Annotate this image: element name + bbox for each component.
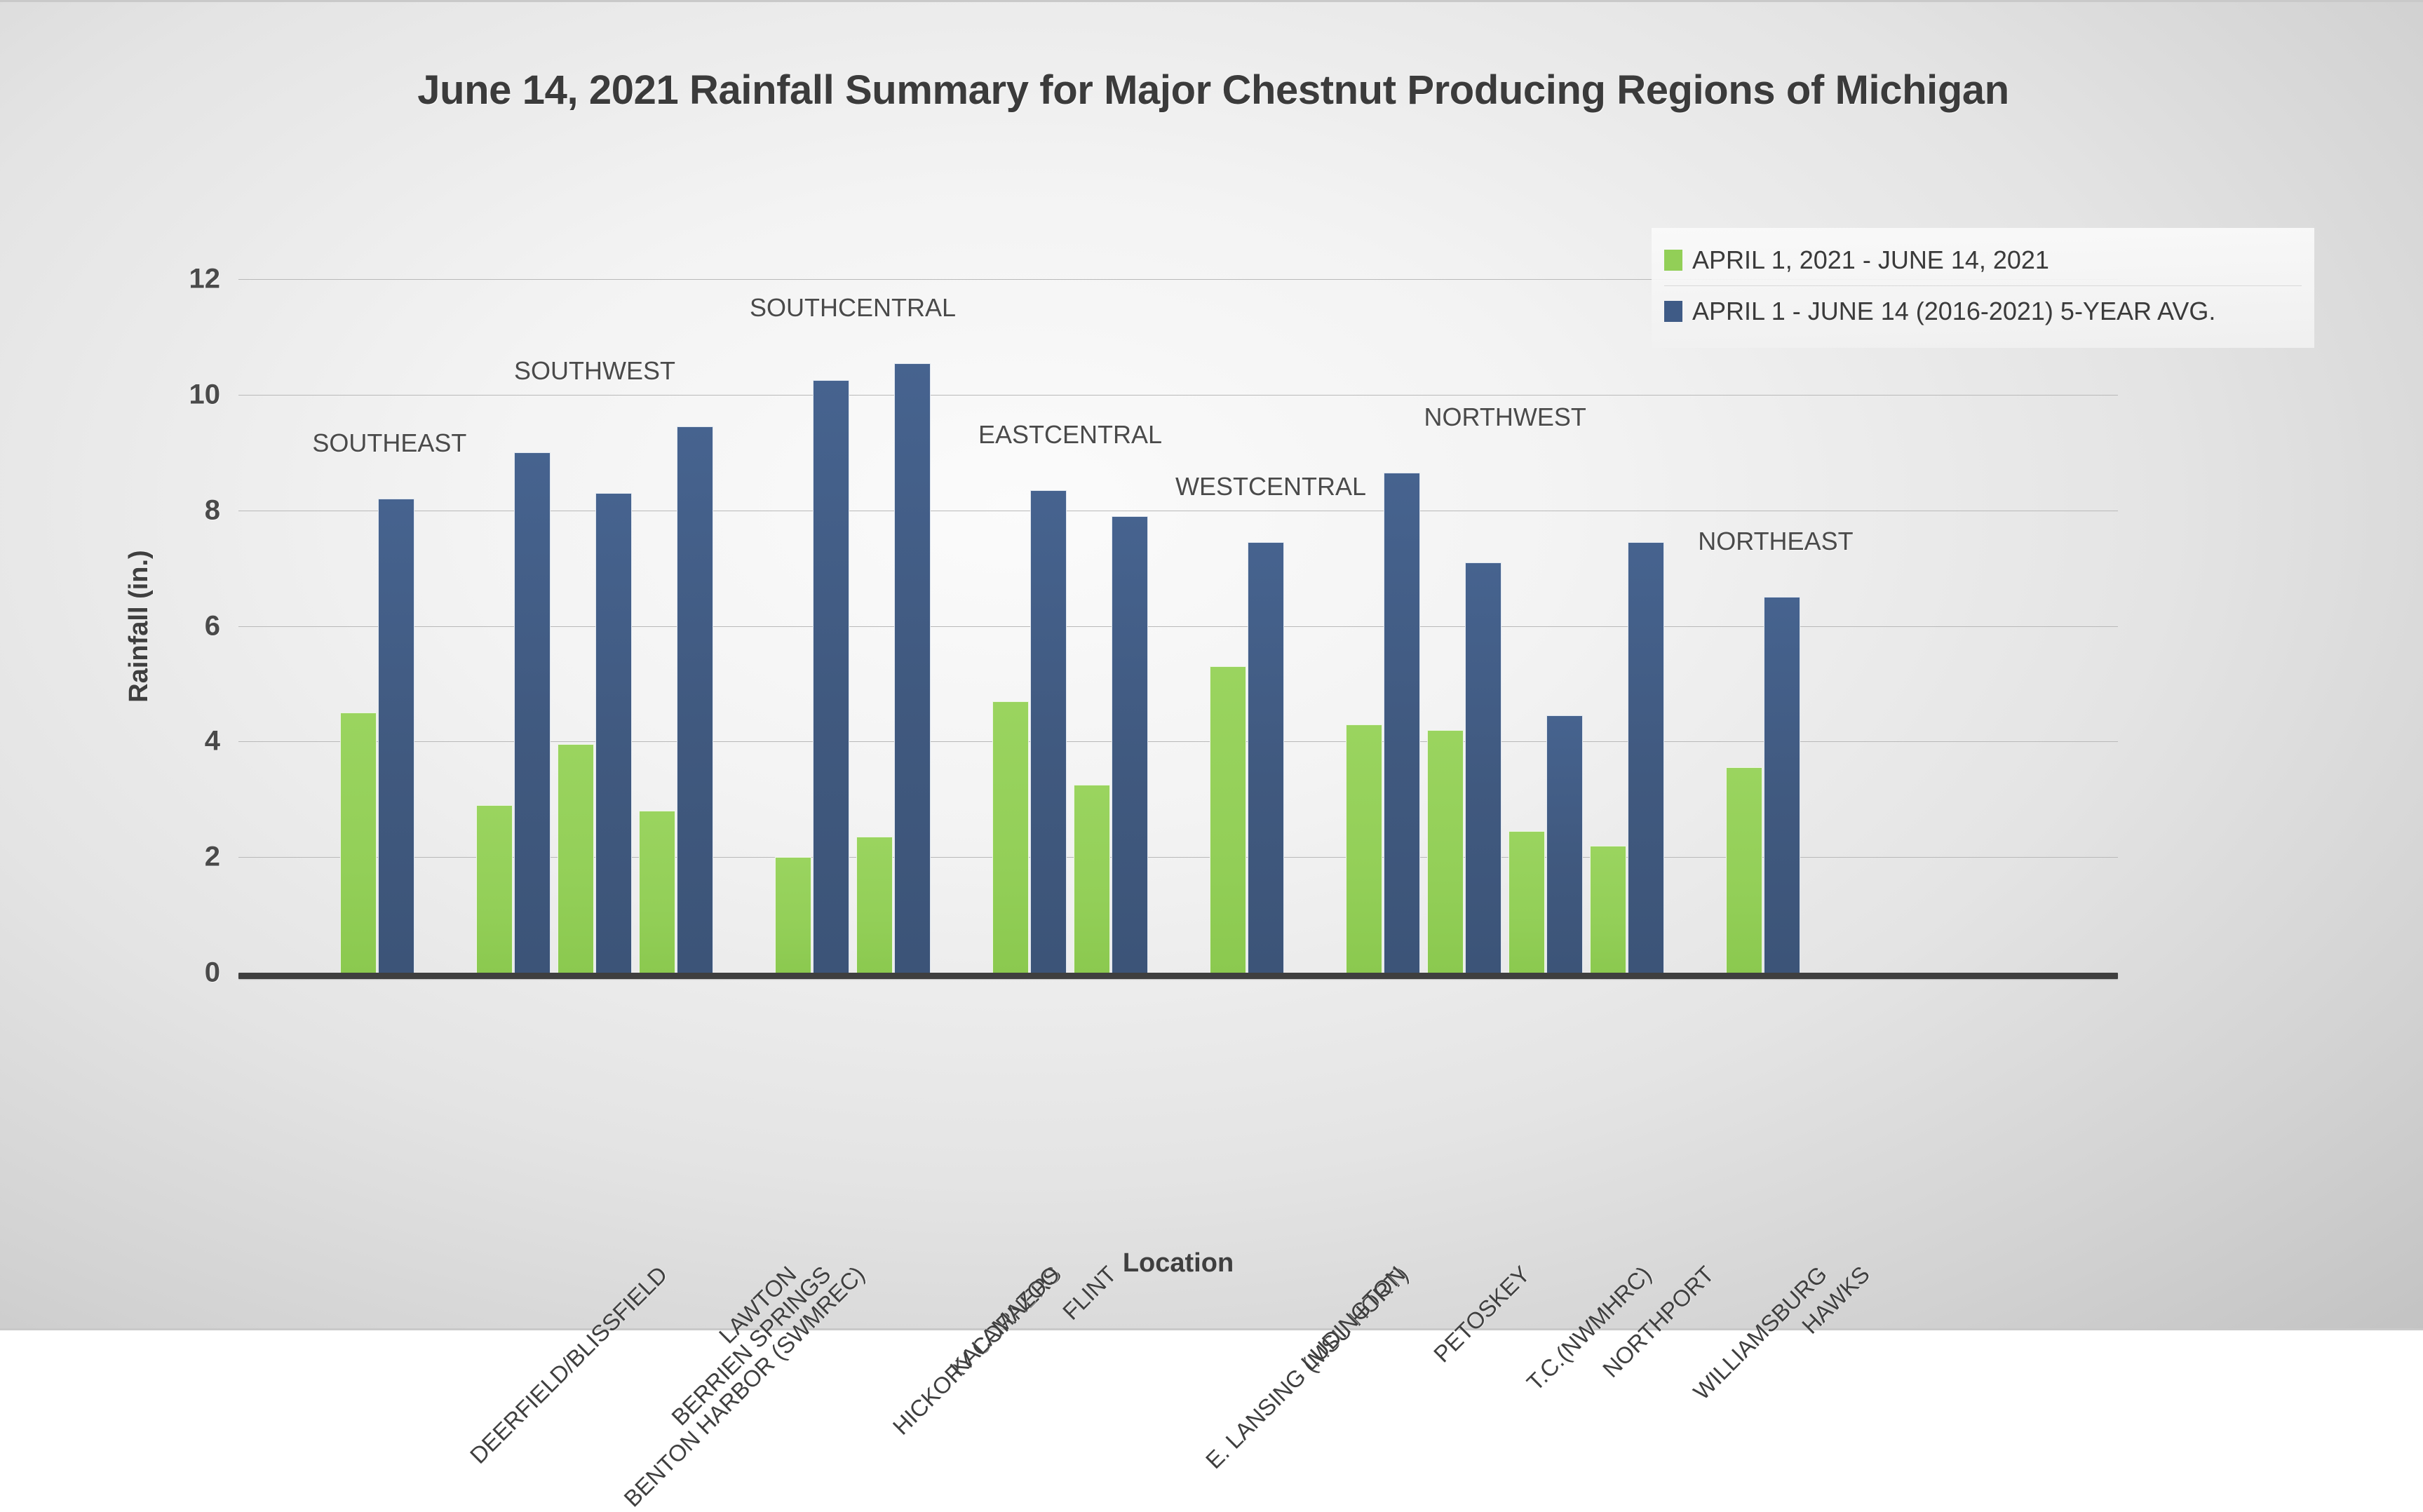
legend-label-average: APRIL 1 - JUNE 14 (2016-2021) 5-YEAR AVG… <box>1692 297 2216 325</box>
y-tick-label-12: 12 <box>189 263 221 295</box>
bar-average[interactable] <box>595 492 632 973</box>
legend-divider <box>1664 285 2302 286</box>
region-label-southwest: SOUTHWEST <box>514 356 675 386</box>
bar-recent[interactable] <box>775 857 811 973</box>
plot-area: Rainfall (in.) 0 2 4 6 8 10 12 DEERFIELD/BLISS… <box>124 264 2118 1512</box>
bar-average[interactable] <box>514 452 551 973</box>
region-label-eastcentral: EASTCENTRAL <box>978 419 1163 449</box>
bar-recent[interactable] <box>476 805 513 973</box>
bar-average[interactable] <box>1465 562 1501 973</box>
bar-average[interactable] <box>1248 542 1284 973</box>
y-tick-label-0: 0 <box>204 957 220 988</box>
bar-average[interactable] <box>1030 490 1067 973</box>
bar-average[interactable] <box>894 363 931 973</box>
chart-legend: APRIL 1, 2021 - JUNE 14, 2021 APRIL 1 - … <box>1652 228 2314 348</box>
bar-recent[interactable] <box>1210 666 1246 973</box>
gridline-2 <box>238 857 2118 858</box>
legend-swatch-average-icon <box>1664 301 1682 322</box>
legend-item-average[interactable]: APRIL 1 - JUNE 14 (2016-2021) 5-YEAR AVG… <box>1664 286 2302 337</box>
bar-recent[interactable] <box>856 837 893 973</box>
bar-recent[interactable] <box>1427 729 1464 973</box>
region-label-northeast: NORTHEAST <box>1698 527 1854 556</box>
region-label-northwest: NORTHWEST <box>1424 403 1586 432</box>
region-label-southeast: SOUTHEAST <box>312 428 467 458</box>
gridline-12 <box>238 279 2118 280</box>
y-tick-label-4: 4 <box>204 725 220 757</box>
bar-average[interactable] <box>677 426 713 973</box>
legend-label-recent: APRIL 1, 2021 - JUNE 14, 2021 <box>1692 245 2049 274</box>
bar-average[interactable] <box>813 380 849 973</box>
bar-recent[interactable] <box>992 701 1029 973</box>
legend-item-recent[interactable]: APRIL 1, 2021 - JUNE 14, 2021 <box>1664 235 2302 285</box>
y-tick-label-2: 2 <box>204 841 220 872</box>
y-tick-label-6: 6 <box>204 610 220 641</box>
bar-recent[interactable] <box>340 713 377 973</box>
bar-average[interactable] <box>1764 597 1800 973</box>
x-category-label: BERRIEN SPRINGS <box>666 1261 836 1431</box>
bar-average[interactable] <box>378 499 414 973</box>
bar-average[interactable] <box>1628 542 1664 973</box>
gridline-6 <box>238 626 2118 627</box>
region-label-westcentral: WESTCENTRAL <box>1175 471 1367 501</box>
x-axis-title: Location <box>1122 1248 1234 1278</box>
region-label-southcentral: SOUTHCENTRAL <box>750 292 957 322</box>
bar-recent[interactable] <box>1346 724 1382 973</box>
bar-average[interactable] <box>1546 715 1583 973</box>
y-tick-label-8: 8 <box>204 494 220 526</box>
bar-average[interactable] <box>1384 473 1420 973</box>
x-category-label: DEERFIELD/BLISSFIELD <box>464 1261 673 1469</box>
axis-baseline <box>238 973 2118 979</box>
x-category-label: NORTHPORT <box>1597 1261 1719 1383</box>
bar-recent[interactable] <box>1074 785 1110 973</box>
gridline-10 <box>238 394 2118 396</box>
bar-recent[interactable] <box>1590 845 1626 973</box>
bar-recent[interactable] <box>558 744 594 973</box>
bar-recent[interactable] <box>1726 767 1762 973</box>
x-category-label: KALAMAZOO <box>945 1261 1065 1382</box>
bar-recent[interactable] <box>1509 831 1545 973</box>
y-tick-label-10: 10 <box>189 379 221 410</box>
chart-title: June 14, 2021 Rainfall Summary for Major… <box>417 67 2009 113</box>
y-axis-title: Rainfall (in.) <box>124 549 154 703</box>
bar-average[interactable] <box>1112 515 1148 973</box>
legend-swatch-recent-icon <box>1664 250 1682 271</box>
gridline-4 <box>238 741 2118 743</box>
bar-recent[interactable] <box>639 811 675 973</box>
